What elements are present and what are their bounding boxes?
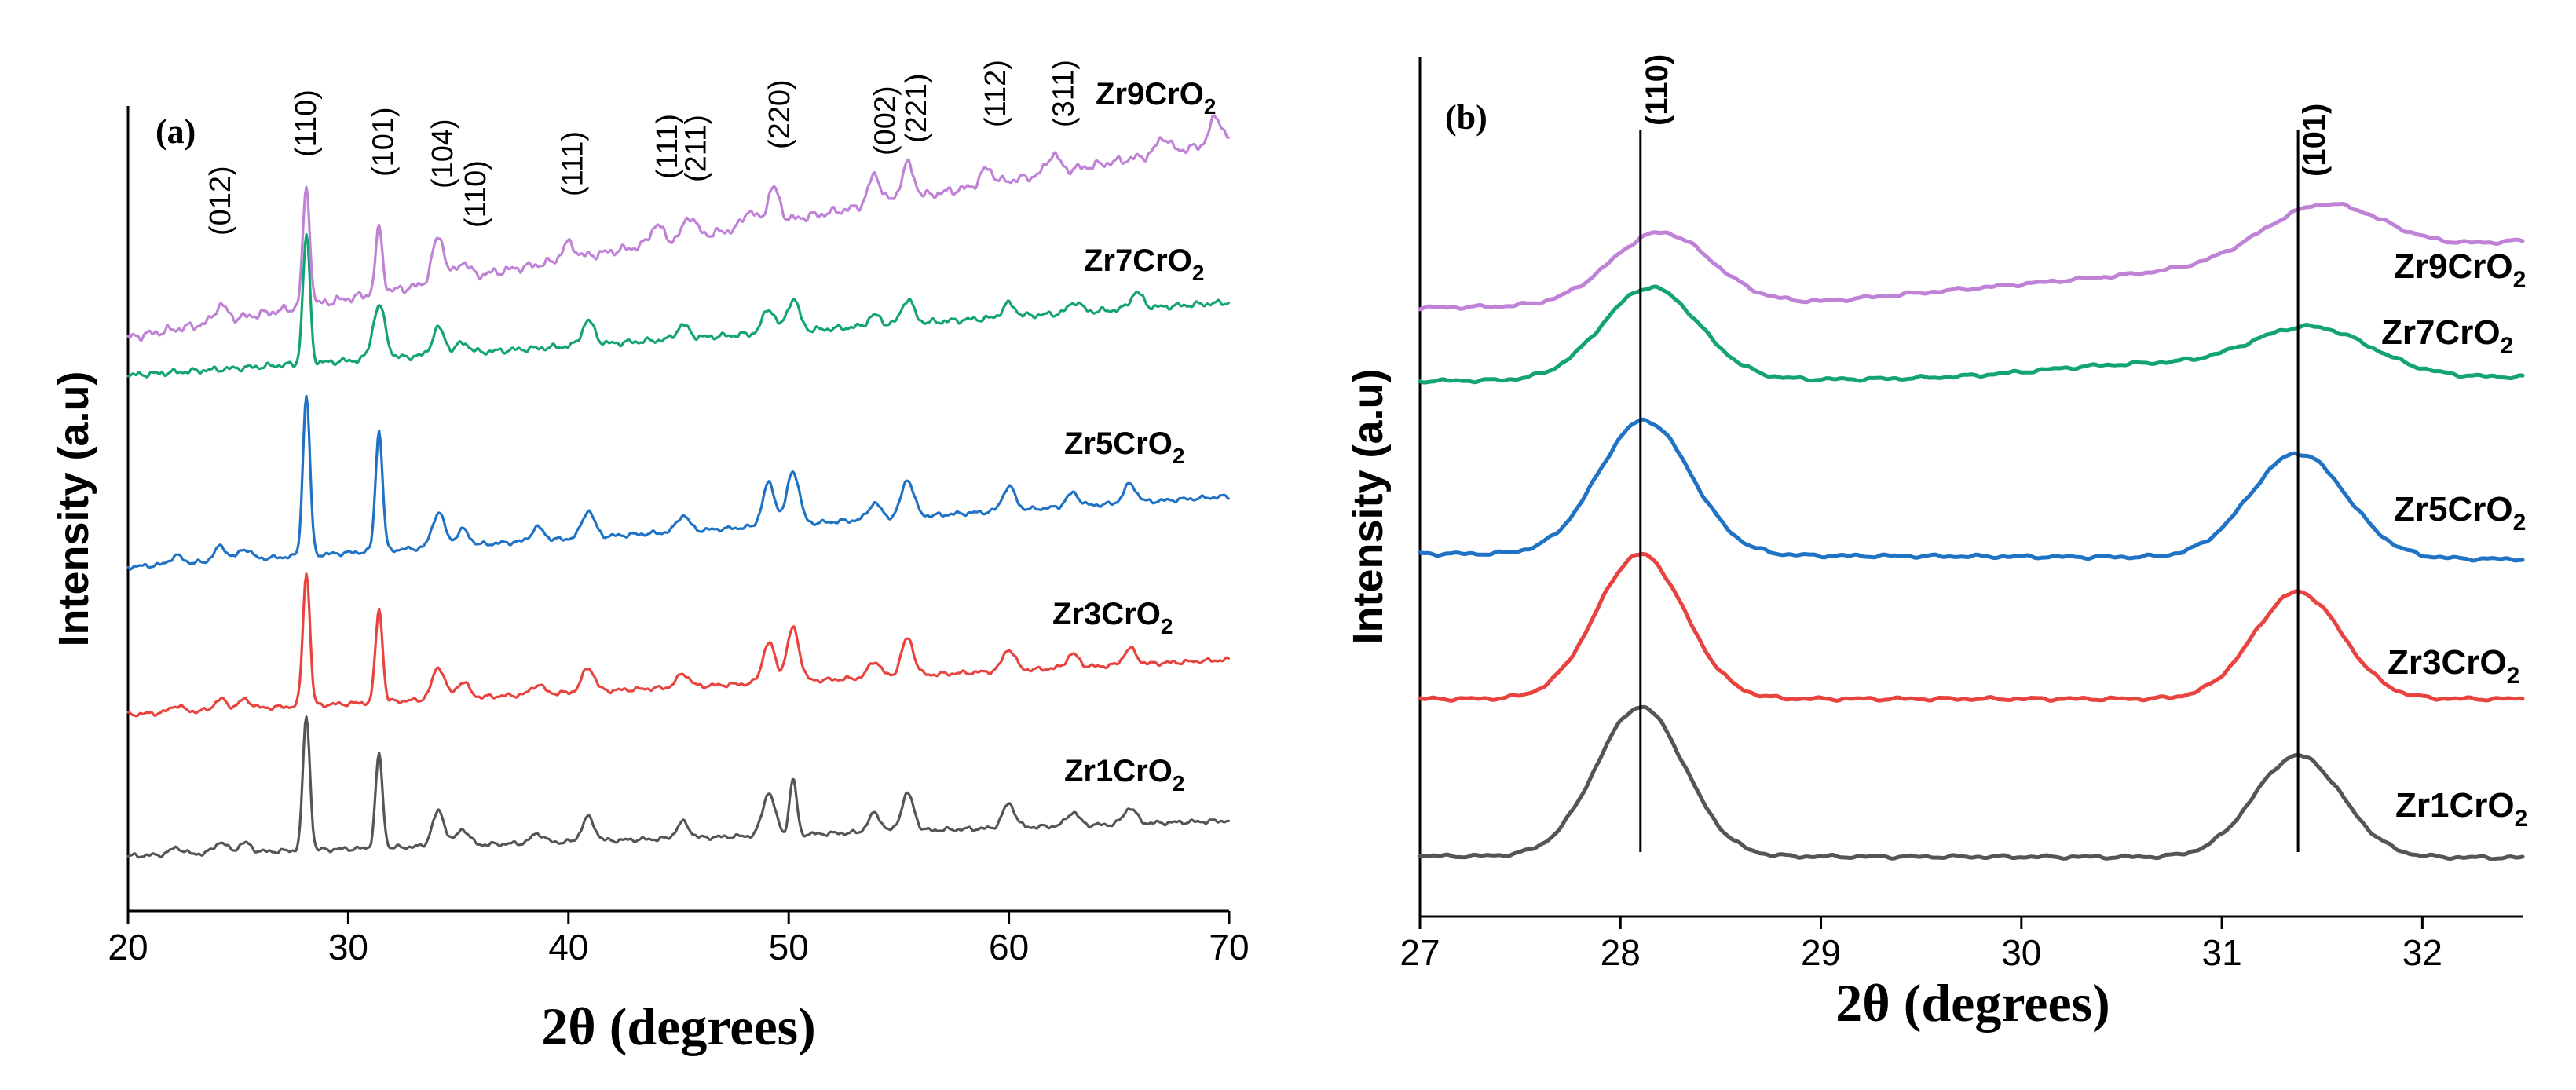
- panel-a-series-zr3cro2: [126, 572, 1230, 718]
- panel-b-label-zr5: Zr5CrO2: [2394, 490, 2526, 536]
- panel-b-tick-label-27: 27: [1400, 932, 1440, 973]
- panel-a-series-zr5cro2: [126, 394, 1230, 571]
- panel-a-y-axis-title: Intensity (a.u): [50, 371, 97, 646]
- panel-b-series-zr9cro2: [1418, 202, 2525, 312]
- panel-b-label: (b): [1445, 98, 1487, 137]
- panel-a-hkl-1: (110): [290, 90, 323, 157]
- panel-b-label-zr7: Zr7CrO2: [2381, 313, 2513, 359]
- panel-b: 27 28 29 30 31 32 (110) (101) (b) 2θ (degrees)…: [1345, 54, 2527, 1033]
- panel-b-y-axis-title: Intensity (a.u): [1345, 368, 1392, 644]
- panel-b-x-ticks: 27 28 29 30 31 32: [1400, 916, 2442, 973]
- panel-a-series-zr7cro2: [126, 232, 1230, 379]
- panel-b-series-zr1cro2: [1418, 704, 2525, 861]
- panel-b-label-zr3: Zr3CrO2: [2388, 643, 2519, 689]
- panel-a-series-zr1cro2: [126, 715, 1230, 859]
- panel-a-tick-label-20: 20: [108, 927, 148, 967]
- panel-b-series-zr5cro2: [1418, 417, 2525, 563]
- panel-a-x-axis-title: 2θ (degrees): [541, 997, 816, 1056]
- panel-b-label-zr9: Zr9CrO2: [2394, 247, 2526, 293]
- panel-a-hkl-10: (221): [900, 73, 933, 143]
- panel-a-hkl-9: (002): [869, 86, 902, 155]
- panel-b-tick-label-31: 31: [2202, 932, 2242, 973]
- panel-b-series-zr7cro2: [1418, 284, 2525, 385]
- panel-a-label: (a): [156, 112, 196, 151]
- panel-a-hkl-7: (211): [679, 115, 712, 182]
- panel-a-label-zr5: Zr5CrO2: [1064, 426, 1184, 468]
- panel-b-x-axis-title: 2θ (degrees): [1835, 973, 2110, 1033]
- panel-a-hkl-0: (012): [204, 166, 237, 236]
- panel-b-series-zr3cro2: [1418, 552, 2525, 703]
- panel-b-tick-label-28: 28: [1601, 932, 1641, 973]
- panel-b-tick-label-30: 30: [2001, 932, 2041, 973]
- panel-a-tick-label-40: 40: [548, 927, 588, 967]
- panel-a-tick-label-50: 50: [769, 927, 809, 967]
- panel-a-tick-label-70: 70: [1209, 927, 1249, 967]
- panel-a: 20 30 40 50 60 70 (012)(110) (101) (104)(110) (1…: [50, 60, 1250, 1056]
- panel-a-series-zr9cro2: [126, 114, 1230, 342]
- panel-a-hkl-annotations: (012)(110) (101) (104)(110) (111) (111)(211)…: [204, 60, 1081, 236]
- panel-a-hkl-2: (101): [367, 107, 400, 177]
- panel-b-reference-label-1: (101): [2297, 104, 2332, 177]
- panel-a-label-zr1: Zr1CrO2: [1064, 754, 1184, 796]
- panel-a-x-ticks: 20 30 40 50 60 70: [108, 911, 1250, 967]
- panel-a-label-zr9: Zr9CrO2: [1096, 77, 1216, 119]
- panel-b-reference-lines: (110) (101): [1639, 54, 2332, 852]
- panel-a-hkl-8: (220): [763, 79, 796, 149]
- panel-a-series: [126, 114, 1230, 859]
- panel-b-tick-label-32: 32: [2402, 932, 2442, 973]
- panel-a-label-zr7: Zr7CrO2: [1084, 243, 1204, 285]
- panel-b-reference-label-0: (110): [1640, 54, 1674, 126]
- panel-a-hkl-3: (104): [426, 119, 459, 188]
- panel-a-hkl-12: (311): [1048, 60, 1081, 127]
- panel-a-hkl-4: (110): [459, 160, 492, 228]
- panel-a-hkl-6: (111): [651, 114, 684, 179]
- panel-a-tick-label-30: 30: [328, 927, 368, 967]
- panel-b-label-zr1: Zr1CrO2: [2395, 786, 2527, 832]
- panel-a-label-zr3: Zr3CrO2: [1052, 597, 1173, 638]
- panel-a-hkl-11: (112): [979, 60, 1012, 127]
- panel-b-series: [1418, 202, 2525, 861]
- panel-b-tick-label-29: 29: [1801, 932, 1841, 973]
- panel-a-tick-label-60: 60: [989, 927, 1029, 967]
- panel-a-hkl-5: (111): [556, 131, 589, 196]
